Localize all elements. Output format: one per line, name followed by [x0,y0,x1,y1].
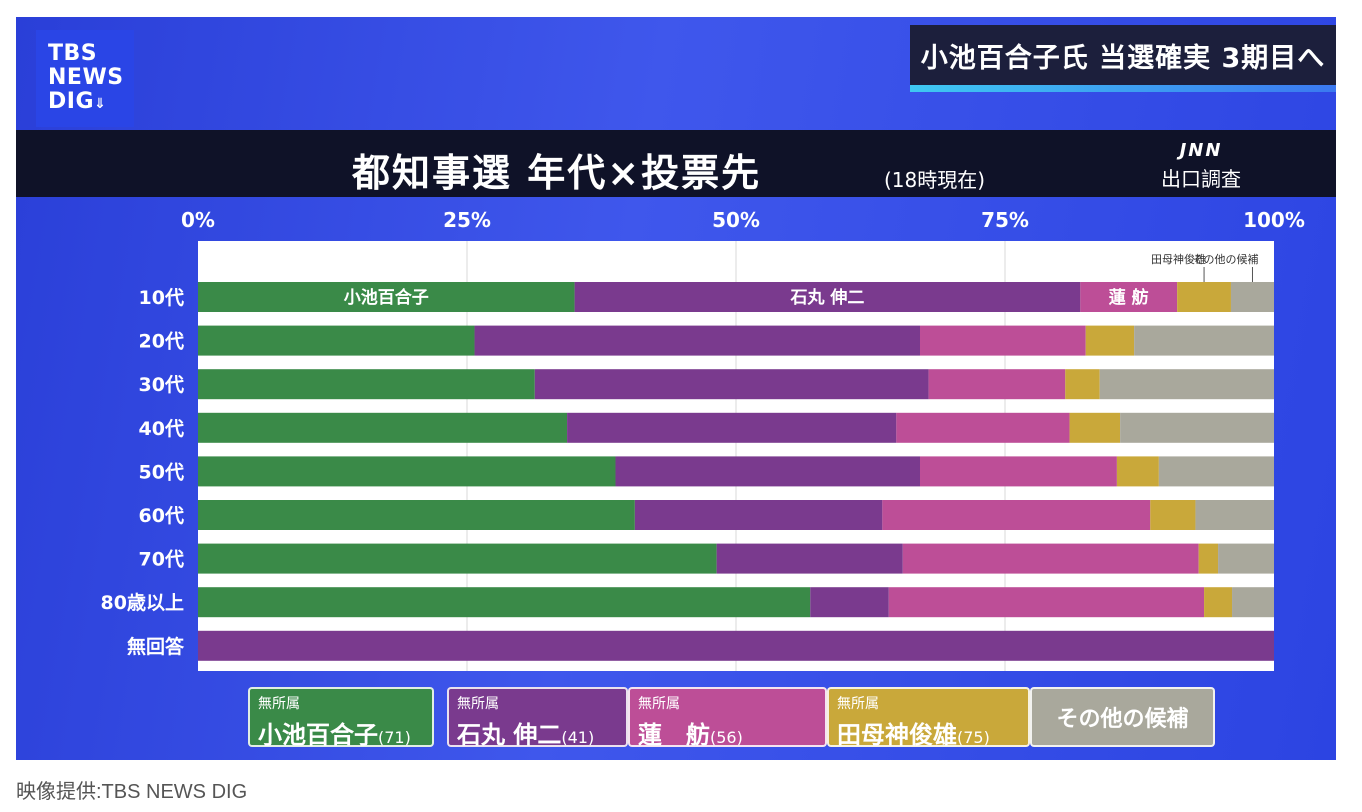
bar-segment [928,369,1066,400]
bar-segment [896,412,1070,443]
bar-segment [1230,282,1274,312]
bar-segment [198,500,635,530]
x-tick-label: 25% [443,208,491,232]
bar-segment [1198,543,1219,574]
bar-segment [198,282,575,312]
legend-party: 無所属 [638,696,680,712]
bar-segment [1204,587,1233,618]
bar-label: 小池百合子 [344,287,429,308]
chart-subtitle: (18時現在) [884,168,986,192]
legend-candidate-name: 石丸 伸二(41) [457,721,595,749]
headline: 小池百合子氏 当選確実 3期目へ [910,25,1336,85]
x-tick-label: 100% [1243,208,1305,232]
bar-segment [1232,587,1274,618]
bar-segment [634,500,883,530]
bar-segment [1218,543,1274,574]
category-label: 80歳以上 [101,592,184,614]
bar-segment [474,325,920,356]
bar-segment [198,325,475,356]
bar-segment [1116,456,1159,487]
bar-segment [919,325,1086,356]
bar-segment [1120,412,1274,443]
legend-candidate-age: (71) [378,728,411,747]
bar-segment [888,587,1205,618]
jnn-logo: JNN [1179,140,1223,161]
bar-segment [198,456,616,487]
stacked-bar-chart: 0% 25% 50% 75% 100% 10代 小池百合子 石丸 伸二 蓮 舫 20代 30代 40代… [101,208,1305,671]
category-label: 40代 [139,418,184,440]
bar-segment [1099,369,1274,400]
chevron-down-icon: ⇓ [94,96,107,112]
bar-segment [1158,456,1274,487]
bar-segment [882,500,1151,530]
bar-label: 蓮 舫 [1109,287,1149,308]
legend-item: 無所属石丸 伸二(41) [447,687,628,749]
legend-candidate-name: 小池百合子(71) [258,721,411,749]
x-tick-label: 50% [712,208,760,232]
category-label: 30代 [139,374,184,396]
x-tick-label: 75% [981,208,1029,232]
bar-segment [198,412,568,443]
bar-segment [198,587,811,618]
bar-segment [902,543,1199,574]
bar-segment [1150,500,1196,530]
source-block: JNN 出口調査 [1146,140,1256,192]
source-label: 出口調査 [1161,167,1241,191]
legend-party: 無所属 [457,696,499,712]
legend-item: 無所属田母神俊雄(75) [827,687,1030,749]
legend-item: その他の候補 [1030,687,1215,747]
annotation-label: 田母神俊雄 [1151,252,1206,266]
category-label: 70代 [139,549,184,571]
bar-segment [615,456,920,487]
chart-title: 都知事選 年代×投票先 [352,151,762,195]
bar-segment [1080,282,1178,312]
bar-segment [716,543,903,574]
bar-segment [198,543,717,574]
bar-segment [919,456,1117,487]
bar-segment [1134,325,1274,356]
broadcast-frame: TBS NEWS DIG⇓ 小池百合子氏 当選確実 3期目へ 都知事選 年代×投… [16,17,1336,760]
x-tick-label: 0% [181,208,215,232]
annotation-label: その他の候補 [1192,252,1258,266]
legend-item: 無所属小池百合子(71) [248,687,434,749]
image-credit: 映像提供:TBS NEWS DIG [16,781,248,803]
bar-segment [1069,412,1121,443]
bar-segment [567,412,897,443]
headline-accent-bar [910,85,1336,92]
bar-segment [534,369,929,400]
bar-segment [810,587,889,618]
legend-candidate-age: (56) [710,728,743,747]
bar-segment [1085,325,1135,356]
bar-segment [1195,500,1274,530]
bar-segment [1065,369,1100,400]
bar-segment [1177,282,1231,312]
bar-segment [198,369,535,400]
tbs-news-dig-logo: TBS NEWS DIG⇓ [36,30,134,127]
legend-party: 無所属 [837,696,879,712]
legend-party: 無所属 [258,696,300,712]
legend-candidate-name: 田母神俊雄(75) [837,721,990,749]
legend-item: 無所属蓮 舫(56) [628,687,827,749]
legend-candidate-name: その他の候補 [1056,707,1189,732]
legend-candidate-age: (41) [561,728,595,747]
category-label: 20代 [139,331,184,353]
bar-segment [198,630,1274,661]
bar-segment [574,282,1081,312]
bar-label: 石丸 伸二 [789,287,864,308]
legend-candidate-name: 蓮 舫(56) [638,721,743,749]
category-label: 無回答 [127,635,185,658]
category-label: 10代 [139,287,184,309]
category-label: 50代 [139,461,184,483]
legend-candidate-age: (75) [957,728,990,747]
logo-dig: DIG⇓ [48,89,107,114]
category-label: 60代 [139,505,184,527]
title-bar: 都知事選 年代×投票先 (18時現在) JNN 出口調査 [16,130,1336,197]
